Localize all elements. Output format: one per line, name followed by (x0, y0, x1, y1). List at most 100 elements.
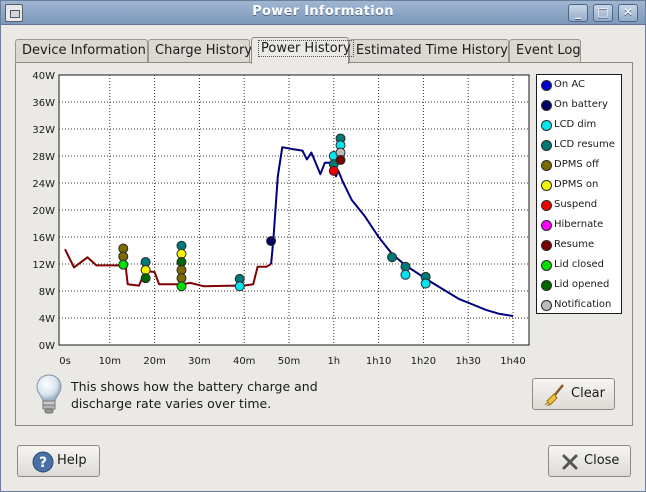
close-x-icon (562, 454, 578, 470)
legend-item: DPMS on (537, 176, 623, 196)
y-tick-label: 32W (32, 125, 55, 136)
minimize-button[interactable]: _ (568, 4, 588, 22)
legend-label: On battery (554, 99, 608, 110)
power-history-chart: 0W 4W 8W 12W 16W 20W 24W 28W 32W 36W 40W 0s 10m 20m 3… (32, 71, 530, 367)
x-axis-ticks: 0s 10m 20m 30m 40m 50m 1h 1h10 1h20 1h30 1h40 (59, 356, 526, 367)
y-tick-label: 40W (32, 71, 55, 82)
legend-item: Hibernate (537, 216, 623, 236)
legend-label: LCD dim (554, 119, 597, 130)
y-tick-label: 12W (32, 260, 55, 271)
chart-events (118, 133, 431, 292)
legend-item: Lid closed (537, 256, 623, 276)
legend-item: On AC (537, 76, 623, 96)
y-tick-label: 4W (39, 314, 55, 325)
legend-swatch (541, 200, 552, 211)
x-tick-label: 1h10 (366, 356, 391, 367)
chart-grid (59, 75, 529, 345)
y-tick-label: 36W (32, 98, 55, 109)
x-tick-label: 1h20 (411, 356, 436, 367)
legend-swatch (541, 260, 552, 271)
y-tick-label: 0W (39, 341, 55, 352)
legend-label: Lid opened (554, 279, 610, 290)
close-button-label: Close (584, 453, 620, 468)
tab-event-log[interactable]: Event Log (509, 39, 581, 63)
legend-item: LCD resume (537, 136, 623, 156)
window-icon[interactable] (5, 4, 23, 22)
y-tick-label: 28W (32, 152, 55, 163)
svg-text:?: ? (39, 455, 47, 471)
close-window-button[interactable]: ✕ (618, 4, 638, 22)
legend-label: DPMS off (554, 159, 599, 170)
legend-swatch (541, 220, 552, 231)
event-marker (420, 278, 431, 289)
lightbulb-icon (36, 374, 62, 414)
clear-button-label: Clear (571, 386, 605, 401)
legend-item: DPMS off (537, 156, 623, 176)
x-tick-label: 0s (59, 356, 71, 367)
legend-swatch (541, 160, 552, 171)
event-marker (328, 165, 339, 176)
tab-device-information[interactable]: Device Information (15, 39, 148, 63)
legend-label: Notification (554, 299, 612, 310)
legend-label: Resume (554, 239, 595, 250)
event-marker (266, 236, 277, 247)
y-tick-label: 24W (32, 179, 55, 190)
legend-item: LCD dim (537, 116, 623, 136)
x-tick-label: 1h40 (500, 356, 525, 367)
event-marker (234, 281, 245, 292)
event-marker (400, 269, 411, 280)
event-marker (335, 155, 346, 166)
legend-swatch (541, 240, 552, 251)
y-axis-ticks: 0W 4W 8W 12W 16W 20W 24W 28W 32W 36W 40W (32, 71, 55, 352)
help-button[interactable]: ? Help (17, 445, 100, 477)
legend-label: Hibernate (554, 219, 604, 230)
help-button-label: Help (57, 453, 87, 468)
legend-swatch (541, 280, 552, 291)
legend-label: Suspend (554, 199, 598, 210)
legend-swatch (541, 80, 552, 91)
tab-power-history[interactable]: Power History (251, 37, 354, 64)
legend-swatch (541, 180, 552, 191)
x-tick-label: 30m (188, 356, 210, 367)
event-marker (140, 273, 151, 284)
x-tick-label: 10m (99, 356, 121, 367)
broom-icon (544, 384, 564, 407)
legend-item: Resume (537, 236, 623, 256)
legend-label: DPMS on (554, 179, 599, 190)
legend-item: Lid opened (537, 276, 623, 296)
y-tick-label: 16W (32, 233, 55, 244)
legend-label: Lid closed (554, 259, 604, 270)
legend-item: Suspend (537, 196, 623, 216)
maximize-button[interactable]: □ (593, 4, 613, 22)
maximize-icon: □ (597, 5, 609, 19)
titlebar[interactable]: Power Information _ □ ✕ (1, 1, 645, 25)
window-title: Power Information (252, 4, 394, 19)
legend-label: On AC (554, 79, 586, 90)
y-tick-label: 8W (39, 287, 55, 298)
tab-estimated-time-history[interactable]: Estimated Time History (349, 39, 509, 63)
legend-swatch (541, 100, 552, 111)
legend-item: Notification (537, 296, 623, 316)
minimize-icon: _ (575, 5, 581, 19)
x-tick-label: 1h30 (455, 356, 480, 367)
clear-button[interactable]: Clear (532, 378, 615, 410)
legend-label: LCD resume (554, 139, 615, 150)
x-tick-label: 20m (143, 356, 165, 367)
info-text: This shows how the battery charge and di… (71, 379, 318, 411)
close-icon: ✕ (622, 5, 634, 19)
event-marker (118, 259, 129, 270)
x-tick-label: 50m (278, 356, 300, 367)
event-marker (387, 252, 398, 263)
legend-item: On battery (537, 96, 623, 116)
y-tick-label: 20W (32, 206, 55, 217)
close-button[interactable]: Close (548, 445, 631, 477)
help-icon: ? (32, 451, 54, 473)
x-tick-label: 40m (233, 356, 255, 367)
event-marker (176, 281, 187, 292)
series-line-on-battery (270, 146, 514, 317)
series-line-on-ac (64, 248, 272, 288)
tab-charge-history[interactable]: Charge History (148, 39, 252, 63)
chart-lines (64, 146, 514, 317)
chart-legend: On AC On battery LCD dim LCD resume DPMS off… (536, 74, 622, 314)
